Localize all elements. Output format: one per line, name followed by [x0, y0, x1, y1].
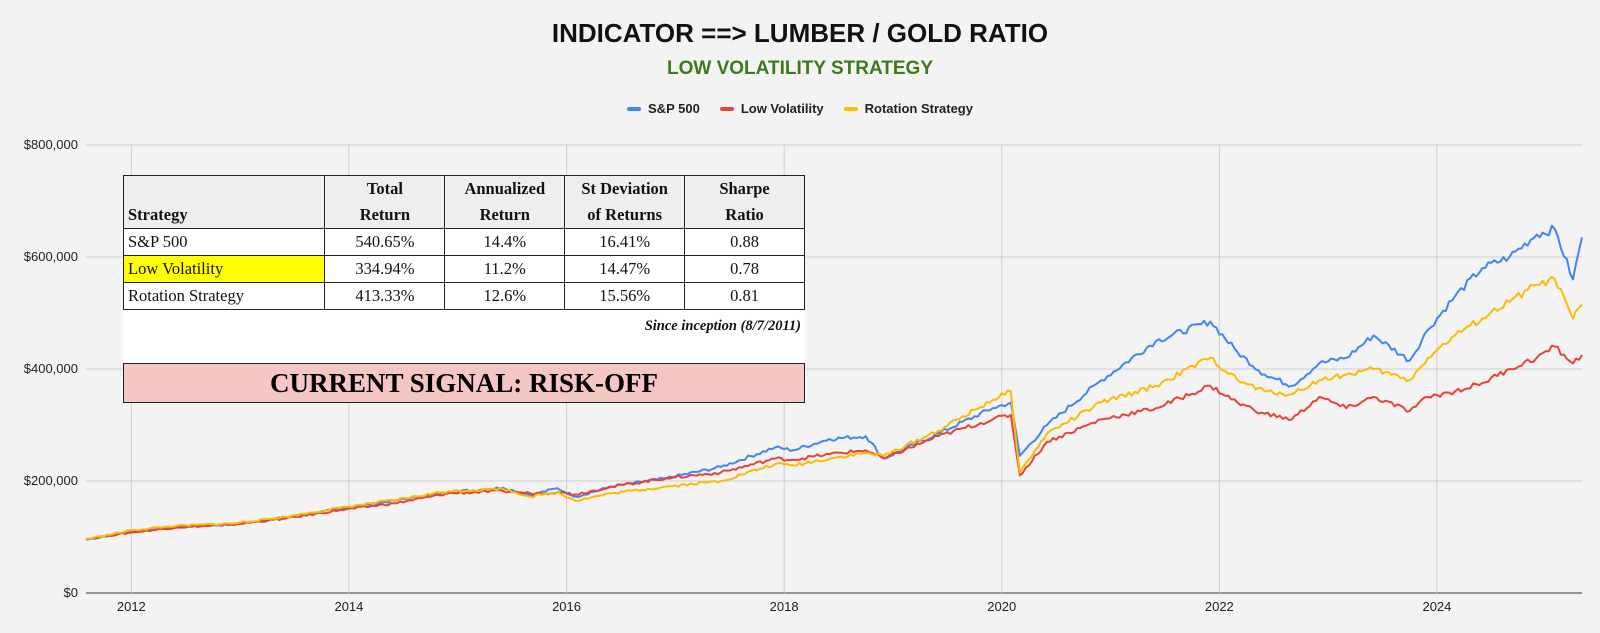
row-total-return: 334.94%	[324, 255, 446, 283]
legend-swatch-sp500	[627, 106, 642, 111]
x-tick-label: 2016	[552, 599, 581, 614]
stats-panel: Strategy Total Return Annualized Return St…	[122, 175, 805, 403]
chart-title: INDICATOR ==> LUMBER / GOLD RATIO	[551, 18, 1049, 48]
stats-header-row: Strategy Total Return Annualized Return St…	[122, 175, 805, 229]
row-sharpe-ratio: 0.78	[684, 255, 805, 283]
series-line-s-p-500	[85, 224, 1583, 541]
x-tick-label: 2018	[770, 599, 799, 614]
row-st-deviation: 15.56%	[564, 282, 686, 310]
x-tick-label: 2024	[1422, 599, 1451, 614]
current-signal-banner: CURRENT SIGNAL: RISK-OFF	[123, 363, 805, 403]
header-total-return: Total Return	[324, 175, 446, 229]
y-tick-label: $400,000	[24, 361, 78, 376]
x-tick-label: 2020	[987, 599, 1016, 614]
row-annualized-return: 14.4%	[444, 228, 566, 256]
series-line-rotation-strategy	[85, 275, 1583, 541]
legend-swatch-low-volatility	[719, 106, 734, 111]
axes: $0 $200,000 $400,000 $600,000 $800,000 2012 20…	[24, 137, 1452, 614]
legend-swatch-rotation	[843, 106, 858, 111]
row-st-deviation: 14.47%	[564, 255, 686, 283]
x-tick-label: 2022	[1205, 599, 1234, 614]
table-row: S&P 500 540.65% 14.4% 16.41% 0.88	[122, 228, 805, 256]
legend-item-sp500[interactable]: S&P 500	[627, 101, 700, 116]
row-strategy-name: Low Volatility	[122, 255, 326, 283]
row-sharpe-ratio: 0.88	[684, 228, 805, 256]
series-line-low-volatility	[85, 344, 1583, 540]
x-tick-label: 2012	[117, 599, 146, 614]
legend-label-rotation: Rotation Strategy	[864, 101, 973, 116]
legend-item-rotation[interactable]: Rotation Strategy	[843, 101, 973, 116]
stats-table: Strategy Total Return Annualized Return St…	[122, 175, 805, 310]
header-strategy: Strategy	[122, 175, 326, 229]
row-strategy-name: S&P 500	[122, 228, 326, 256]
chart-subtitle: LOW VOLATILITY STRATEGY	[667, 58, 933, 79]
legend-label-low-volatility: Low Volatility	[740, 101, 824, 116]
header-annualized-return: Annualized Return	[444, 175, 566, 229]
row-total-return: 413.33%	[324, 282, 446, 310]
series-lines	[85, 224, 1583, 541]
y-tick-label: $0	[64, 585, 78, 600]
header-sharpe-ratio: Sharpe Ratio	[684, 175, 805, 229]
row-st-deviation: 16.41%	[564, 228, 686, 256]
y-tick-label: $800,000	[24, 137, 78, 152]
legend-item-low-volatility[interactable]: Low Volatility	[719, 101, 824, 116]
row-annualized-return: 12.6%	[444, 282, 566, 310]
row-strategy-name: Rotation Strategy	[122, 282, 326, 310]
y-tick-label: $600,000	[24, 249, 78, 264]
x-tick-label: 2014	[334, 599, 363, 614]
row-annualized-return: 11.2%	[444, 255, 566, 283]
y-tick-label: $200,000	[24, 473, 78, 488]
legend-label-sp500: S&P 500	[648, 101, 700, 116]
table-row: Rotation Strategy 413.33% 12.6% 15.56% 0…	[122, 282, 805, 310]
legend: S&P 500 Low Volatility Rotation Strategy	[0, 101, 1600, 116]
row-total-return: 540.65%	[324, 228, 446, 256]
table-row: Low Volatility 334.94% 11.2% 14.47% 0.78	[122, 255, 805, 283]
since-inception-note: Since inception (8/7/2011)	[644, 318, 801, 334]
header-st-deviation: St Deviation of Returns	[564, 175, 686, 229]
row-sharpe-ratio: 0.81	[684, 282, 805, 310]
